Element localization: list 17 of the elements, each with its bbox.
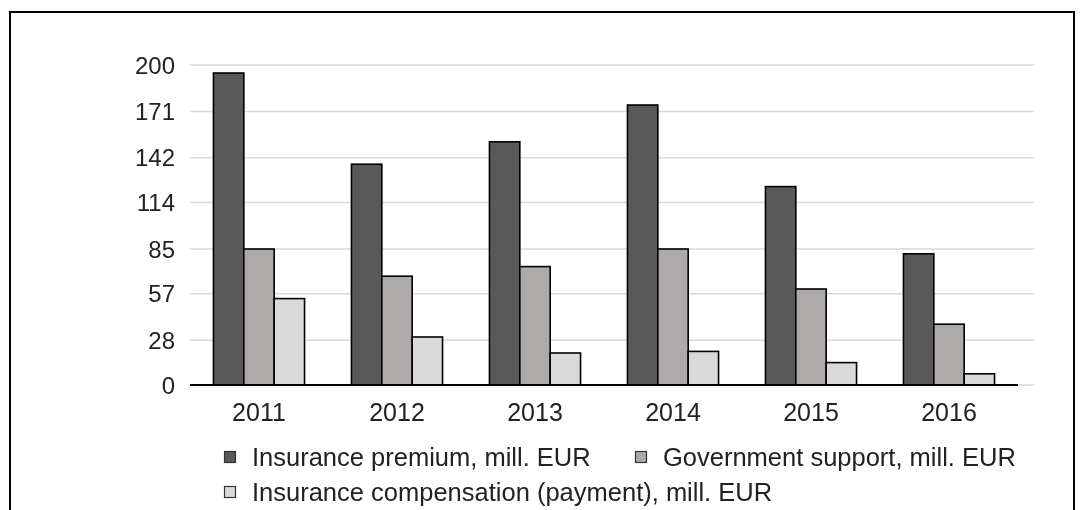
x-tick-label: 2016 [921, 398, 977, 426]
legend-label: Insurance compensation (payment), mill. EUR [252, 478, 773, 506]
y-tick-label: 85 [148, 235, 175, 263]
x-tick-label: 2012 [369, 398, 425, 426]
y-tick-label: 28 [148, 326, 175, 354]
y-tick-label: 57 [148, 280, 175, 308]
y-tick-label: 114 [136, 189, 175, 217]
x-tick-label: 2015 [783, 398, 839, 426]
y-tick-label: 142 [134, 144, 175, 172]
y-tick-label: 0 [161, 371, 175, 399]
y-tick-label: 200 [134, 51, 175, 79]
x-tick-label: 2014 [645, 398, 701, 426]
x-tick-label: 2013 [507, 398, 563, 426]
y-tick-label: 171 [134, 97, 175, 125]
x-tick-label: 2011 [232, 398, 286, 426]
legend-label: Insurance premium, mill. EUR [252, 443, 591, 471]
legend-label: Government support, mill. EUR [663, 443, 1016, 471]
